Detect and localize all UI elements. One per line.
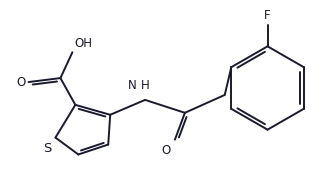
- Text: OH: OH: [74, 37, 92, 50]
- Text: N: N: [128, 79, 137, 92]
- Text: S: S: [43, 142, 51, 155]
- Text: O: O: [162, 144, 171, 157]
- Text: H: H: [141, 79, 150, 92]
- Text: F: F: [264, 9, 271, 22]
- Text: O: O: [16, 76, 26, 89]
